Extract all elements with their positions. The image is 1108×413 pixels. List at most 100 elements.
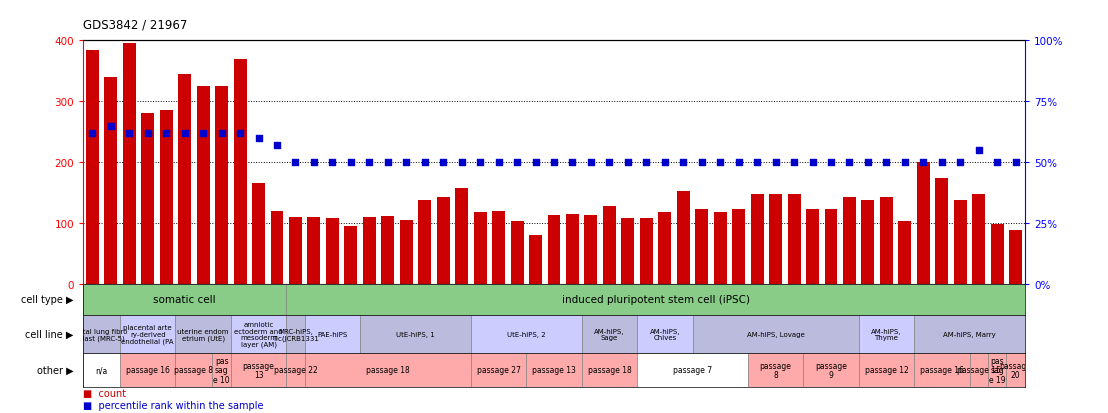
Point — [526, 159, 544, 166]
Point — [896, 159, 914, 166]
Point — [471, 159, 489, 166]
Bar — [899, 221, 912, 284]
Text: n/a: n/a — [95, 366, 107, 375]
Point — [656, 159, 674, 166]
Point — [786, 159, 803, 166]
Bar — [637, 354, 748, 387]
Text: UtE-hiPS, 2: UtE-hiPS, 2 — [507, 331, 545, 337]
Text: passage
13: passage 13 — [243, 361, 275, 380]
Point — [711, 159, 729, 166]
Point — [434, 159, 452, 166]
Bar — [824, 209, 838, 284]
Text: passage 13: passage 13 — [532, 366, 576, 375]
Bar — [714, 212, 727, 284]
Point — [970, 147, 987, 154]
Bar — [419, 200, 431, 284]
Point — [619, 159, 637, 166]
Bar — [360, 315, 471, 354]
Bar — [160, 111, 173, 284]
Text: ■  percentile rank within the sample: ■ percentile rank within the sample — [83, 400, 264, 410]
Bar — [991, 225, 1004, 284]
Point — [859, 159, 876, 166]
Bar — [603, 206, 616, 284]
Bar — [751, 194, 763, 284]
Point — [803, 159, 821, 166]
Point — [342, 159, 360, 166]
Bar — [286, 315, 305, 354]
Point — [249, 135, 267, 142]
Bar — [83, 284, 286, 315]
Bar — [788, 194, 801, 284]
Point — [305, 159, 322, 166]
Bar — [807, 209, 819, 284]
Point — [1007, 159, 1025, 166]
Point — [232, 130, 249, 137]
Bar — [803, 354, 859, 387]
Point — [675, 159, 692, 166]
Text: induced pluripotent stem cell (iPSC): induced pluripotent stem cell (iPSC) — [562, 294, 750, 305]
Text: passage 8: passage 8 — [174, 366, 214, 375]
Text: somatic cell: somatic cell — [153, 294, 216, 305]
Point — [268, 142, 286, 149]
Point — [878, 159, 895, 166]
Point — [176, 130, 194, 137]
Bar — [582, 315, 637, 354]
Bar — [862, 200, 874, 284]
Text: PAE-hiPS: PAE-hiPS — [317, 331, 348, 337]
Point — [914, 159, 932, 166]
Point — [509, 159, 526, 166]
Bar — [83, 354, 120, 387]
Bar — [83, 315, 120, 354]
Text: UtE-hiPS, 1: UtE-hiPS, 1 — [397, 331, 434, 337]
Point — [157, 130, 175, 137]
Bar — [1009, 230, 1023, 284]
Text: pas
sag
e 19: pas sag e 19 — [988, 356, 1006, 384]
Point — [601, 159, 618, 166]
Point — [545, 159, 563, 166]
Text: passage
20: passage 20 — [999, 361, 1032, 380]
Text: AM-hiPS, Lovage: AM-hiPS, Lovage — [747, 331, 804, 337]
Bar — [120, 354, 175, 387]
Bar — [622, 218, 634, 284]
Bar — [345, 226, 358, 284]
Bar — [859, 354, 914, 387]
Point — [379, 159, 397, 166]
Bar — [305, 354, 471, 387]
Bar — [677, 191, 690, 284]
Text: GDS3842 / 21967: GDS3842 / 21967 — [83, 18, 187, 31]
Point — [748, 159, 766, 166]
Text: uterine endom
etrium (UtE): uterine endom etrium (UtE) — [177, 328, 229, 341]
Bar — [120, 315, 175, 354]
Bar — [732, 209, 746, 284]
Point — [582, 159, 599, 166]
Bar — [175, 354, 213, 387]
Bar — [234, 59, 246, 284]
Text: cell type ▶: cell type ▶ — [21, 294, 73, 305]
Bar — [582, 354, 637, 387]
Text: cell line ▶: cell line ▶ — [25, 329, 73, 339]
Point — [453, 159, 471, 166]
Bar — [197, 87, 209, 284]
Text: AM-hiPS,
Chives: AM-hiPS, Chives — [649, 328, 680, 341]
Point — [416, 159, 433, 166]
Bar — [471, 315, 582, 354]
Text: MRC-hiPS,
Tic(JCRB1331: MRC-hiPS, Tic(JCRB1331 — [273, 328, 319, 341]
Bar — [954, 200, 967, 284]
Point — [988, 159, 1006, 166]
Text: AM-hiPS,
Sage: AM-hiPS, Sage — [594, 328, 625, 341]
Text: passage
9: passage 9 — [815, 361, 847, 380]
Bar — [400, 220, 413, 284]
Text: passage 18: passage 18 — [587, 366, 632, 375]
Point — [730, 159, 748, 166]
Point — [490, 159, 507, 166]
Bar — [230, 315, 286, 354]
Bar — [511, 221, 523, 284]
Bar — [970, 354, 988, 387]
Bar — [86, 50, 99, 284]
Point — [324, 159, 341, 166]
Bar — [566, 214, 578, 284]
Text: fetal lung fibro
blast (MRC-5): fetal lung fibro blast (MRC-5) — [75, 328, 127, 341]
Text: passage 22: passage 22 — [274, 366, 317, 375]
Bar — [213, 354, 230, 387]
Point — [213, 130, 230, 137]
